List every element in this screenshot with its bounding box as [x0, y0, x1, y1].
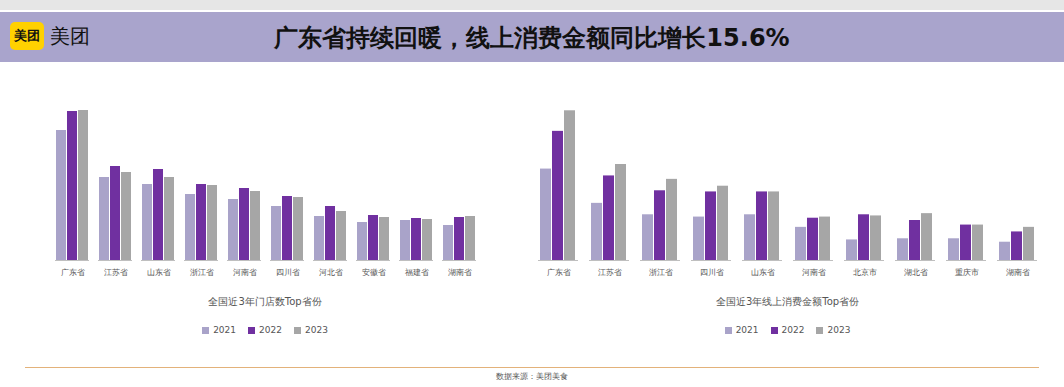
svg-text:湖北省: 湖北省 [904, 268, 928, 277]
html-text:全国近3年线上消费金额Top省份: 全国近3年线上消费金额Top省份 [715, 296, 860, 307]
svg-text:四川省: 四川省 [276, 268, 300, 277]
html-text:2022: 2022 [781, 325, 805, 335]
svg-text:江苏省: 江苏省 [598, 268, 622, 277]
svg-text:山东省: 山东省 [751, 268, 775, 277]
svg-text:山东省: 山东省 [147, 268, 171, 277]
html-text:2023: 2023 [305, 325, 328, 335]
svg-text:河南省: 河南省 [233, 268, 257, 277]
html-text:2021: 2021 [213, 325, 236, 335]
svg-text:重庆市: 重庆市 [955, 268, 979, 277]
html-text:美团: 美团 [14, 28, 40, 43]
html-text:美团: 美团 [50, 23, 90, 48]
svg-text:广东省: 广东省 [547, 268, 571, 277]
html-text:广东省持续回暖，线上消费金额同比增长15.6%: 广东省持续回暖，线上消费金额同比增长15.6% [274, 24, 790, 52]
svg-text:河南省: 河南省 [802, 268, 826, 277]
svg-text:浙江省: 浙江省 [190, 268, 214, 277]
svg-text:广东省: 广东省 [61, 268, 85, 277]
svg-text:浙江省: 浙江省 [649, 268, 673, 277]
html-text:数据来源：美团美食: 数据来源：美团美食 [496, 372, 568, 381]
svg-text:四川省: 四川省 [700, 268, 724, 277]
svg-text:北京市: 北京市 [853, 268, 877, 277]
svg-text:福建省: 福建省 [405, 268, 429, 277]
svg-text:湖南省: 湖南省 [448, 268, 472, 277]
html-text:2023: 2023 [827, 325, 851, 335]
svg-text:河北省: 河北省 [319, 268, 343, 277]
html-text:2021: 2021 [735, 325, 759, 335]
html-text:全国近3年门店数Top省份: 全国近3年门店数Top省份 [208, 296, 322, 307]
svg-text:安徽省: 安徽省 [362, 268, 386, 277]
svg-text:湖南省: 湖南省 [1006, 268, 1030, 277]
html-text:2022: 2022 [259, 325, 282, 335]
svg-text:江苏省: 江苏省 [104, 268, 128, 277]
